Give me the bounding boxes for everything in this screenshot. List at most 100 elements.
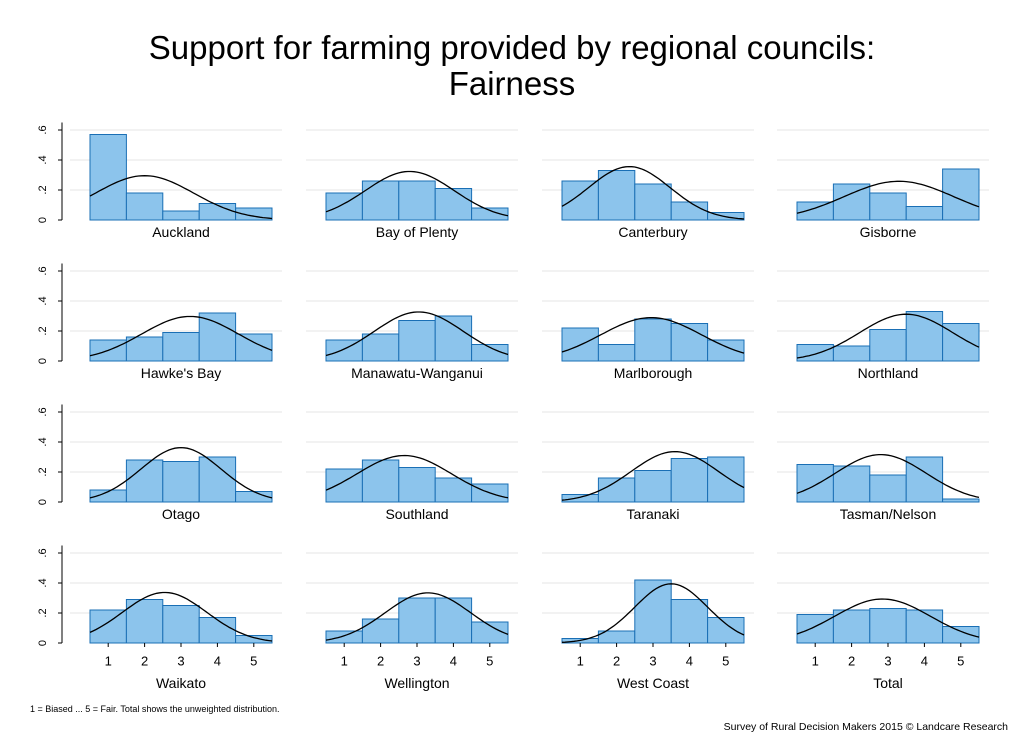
y-tick-label: 0 <box>37 499 49 505</box>
bar <box>561 180 599 221</box>
bar <box>235 635 273 644</box>
bar <box>162 210 200 221</box>
bar <box>398 180 436 221</box>
x-tick-label: 3 <box>177 654 184 669</box>
fitted-curve <box>325 454 509 499</box>
y-tick-label: .2 <box>37 467 49 476</box>
bar <box>869 192 907 221</box>
fitted-curve <box>561 165 745 220</box>
footnote: 1 = Biased ... 5 = Fair. Total shows the… <box>30 704 280 714</box>
bar <box>89 134 127 221</box>
x-tick-label: 1 <box>577 654 584 669</box>
fitted-curve <box>325 311 509 357</box>
x-tick-label: 4 <box>686 654 693 669</box>
fitted-curve <box>89 446 273 499</box>
bar <box>125 336 164 362</box>
x-tick-label: 3 <box>413 654 420 669</box>
y-tick-label: .2 <box>37 608 49 617</box>
panel-label: West Coast <box>617 675 689 691</box>
bar <box>905 206 944 221</box>
x-tick-label: 1 <box>341 654 348 669</box>
x-tick-label: 2 <box>377 654 384 669</box>
bar <box>634 318 672 362</box>
y-tick-label: .4 <box>37 155 49 164</box>
fitted-curve <box>561 583 745 643</box>
y-tick-label: 0 <box>37 640 49 646</box>
bar <box>707 456 745 503</box>
x-tick-label: 5 <box>722 654 729 669</box>
panel-label: Waikato <box>156 675 206 691</box>
bar <box>361 618 400 644</box>
bar <box>361 459 400 503</box>
y-tick-label: 0 <box>37 217 49 223</box>
bar <box>634 579 672 644</box>
bar <box>832 609 871 644</box>
x-tick-label: 2 <box>141 654 148 669</box>
bar <box>796 614 834 644</box>
bar <box>634 470 672 503</box>
y-tick-label: .2 <box>37 185 49 194</box>
x-tick-label: 4 <box>450 654 457 669</box>
chart-title: Support for farming provided by regional… <box>0 30 1024 102</box>
bar <box>670 323 709 362</box>
fitted-curve <box>796 180 980 214</box>
bar <box>832 465 871 503</box>
bar <box>89 609 127 644</box>
bar <box>869 329 907 362</box>
panel-label: Hawke's Bay <box>141 365 221 381</box>
bar <box>905 311 944 362</box>
bar <box>942 498 980 503</box>
bar <box>361 180 400 221</box>
y-tick-label: .6 <box>37 548 49 557</box>
bar <box>796 201 834 221</box>
bar <box>670 599 709 644</box>
source-credit: Survey of Rural Decision Makers 2015 © L… <box>723 721 1008 733</box>
bar <box>796 344 834 362</box>
bar <box>796 464 834 503</box>
bar <box>832 183 871 221</box>
bar <box>707 617 745 644</box>
bar <box>942 626 980 644</box>
x-tick-label: 5 <box>250 654 257 669</box>
bar <box>707 339 745 362</box>
fitted-curve <box>796 453 980 499</box>
y-tick-label: .6 <box>37 266 49 275</box>
bar <box>597 170 636 221</box>
y-tick-label: .4 <box>37 296 49 305</box>
y-tick-label: .6 <box>37 125 49 134</box>
x-tick-label: 5 <box>486 654 493 669</box>
bar <box>434 188 473 221</box>
bar <box>832 345 871 362</box>
bar <box>471 344 509 362</box>
panel-label: Otago <box>162 506 200 522</box>
y-tick-label: .4 <box>37 578 49 587</box>
y-tick-label: 0 <box>37 358 49 364</box>
bar <box>670 201 709 221</box>
panel-label: Gisborne <box>860 224 917 240</box>
bar <box>670 458 709 503</box>
bar <box>398 597 436 644</box>
x-tick-label: 3 <box>649 654 656 669</box>
panel-label: Wellington <box>384 675 449 691</box>
x-tick-label: 3 <box>884 654 891 669</box>
chart-title-line-2: Fairness <box>448 65 576 102</box>
panel-label: Canterbury <box>618 224 687 240</box>
x-tick-label: 2 <box>848 654 855 669</box>
bar <box>561 494 599 503</box>
bar <box>869 474 907 503</box>
bar <box>398 320 436 362</box>
fitted-curve <box>89 175 273 220</box>
fitted-curve <box>325 170 509 217</box>
bar <box>162 332 200 362</box>
panel-label: Southland <box>385 506 448 522</box>
bar <box>198 456 237 503</box>
bar <box>198 617 237 644</box>
fitted-curve <box>796 313 980 359</box>
bar <box>325 192 363 221</box>
panel-label: Manawatu-Wanganui <box>351 365 483 381</box>
x-tick-label: 4 <box>921 654 928 669</box>
panel-label: Bay of Plenty <box>376 224 459 240</box>
x-tick-label: 1 <box>105 654 112 669</box>
bar <box>198 203 237 221</box>
